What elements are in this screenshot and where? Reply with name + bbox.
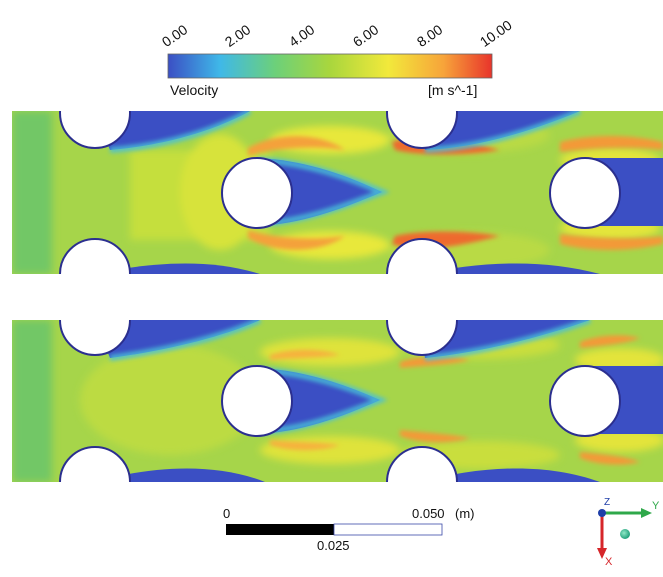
cylinder	[221, 365, 293, 437]
lower-contour	[12, 320, 663, 482]
cylinder	[386, 446, 458, 482]
axis-y-label: Y	[652, 500, 660, 512]
scale-start-label: 0	[223, 506, 231, 521]
cylinder	[386, 238, 458, 274]
scale-bar	[226, 523, 443, 536]
cylinder	[59, 320, 131, 356]
axis-z-label: Z	[604, 497, 611, 508]
cylinder	[59, 111, 131, 149]
scale-end-label: 0.050	[412, 506, 445, 521]
cylinder	[221, 157, 293, 229]
cylinder	[549, 365, 621, 437]
cylinder	[549, 157, 621, 229]
legend-colorbar	[167, 53, 493, 79]
axis-triad	[597, 508, 652, 559]
scale-mid-label: 0.025	[317, 538, 350, 553]
cylinder	[59, 238, 131, 274]
cylinder	[386, 111, 458, 149]
cylinder	[386, 320, 458, 356]
cylinder	[59, 446, 131, 482]
scale-bar-white	[333, 523, 443, 536]
scale-unit-label: (m)	[455, 506, 475, 521]
upper-contour	[12, 111, 663, 274]
orientation-ball-icon	[620, 529, 630, 539]
legend-title: Velocity	[170, 82, 219, 98]
axis-x-label: X	[605, 556, 613, 568]
scale-bar-black	[226, 524, 334, 535]
legend-unit: [m s^-1]	[428, 82, 478, 98]
